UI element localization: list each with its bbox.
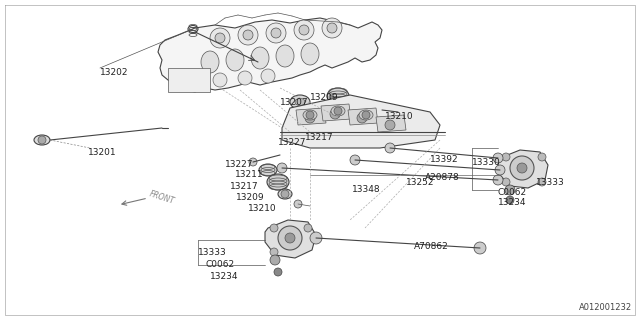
Ellipse shape <box>331 106 345 116</box>
Circle shape <box>281 190 289 198</box>
Text: 13333: 13333 <box>536 178 564 187</box>
Circle shape <box>510 156 534 180</box>
Text: A012001232: A012001232 <box>579 303 632 312</box>
Circle shape <box>304 224 312 232</box>
Polygon shape <box>348 108 378 125</box>
Polygon shape <box>376 115 406 132</box>
Ellipse shape <box>251 47 269 69</box>
Circle shape <box>385 143 395 153</box>
Text: 13227: 13227 <box>225 160 253 169</box>
Circle shape <box>350 155 360 165</box>
Text: 13210: 13210 <box>248 204 276 213</box>
Text: 13392: 13392 <box>430 155 459 164</box>
Ellipse shape <box>295 99 305 106</box>
Circle shape <box>334 107 342 115</box>
Circle shape <box>327 23 337 33</box>
Circle shape <box>493 153 503 163</box>
Circle shape <box>538 153 546 161</box>
Text: 13348: 13348 <box>352 185 381 194</box>
Circle shape <box>215 33 225 43</box>
Ellipse shape <box>278 189 292 199</box>
Text: 13209: 13209 <box>236 193 264 202</box>
Circle shape <box>274 268 282 276</box>
Text: 13330: 13330 <box>472 158 500 167</box>
Ellipse shape <box>359 110 373 120</box>
Circle shape <box>266 23 286 43</box>
Polygon shape <box>282 95 440 148</box>
Ellipse shape <box>267 174 289 190</box>
Circle shape <box>362 111 370 119</box>
Circle shape <box>502 153 510 161</box>
Circle shape <box>474 242 486 254</box>
Circle shape <box>377 105 387 115</box>
Ellipse shape <box>290 95 310 109</box>
Text: A70862: A70862 <box>414 242 449 251</box>
Text: 13209: 13209 <box>310 93 339 102</box>
Text: 13217: 13217 <box>230 182 259 191</box>
Circle shape <box>238 71 252 85</box>
Text: 13227: 13227 <box>278 138 307 147</box>
Circle shape <box>285 233 295 243</box>
Circle shape <box>493 175 503 185</box>
Circle shape <box>538 178 546 186</box>
Circle shape <box>38 136 46 144</box>
Polygon shape <box>296 108 326 125</box>
Polygon shape <box>265 220 316 258</box>
Text: 13333: 13333 <box>198 248 227 257</box>
Text: 13201: 13201 <box>88 148 116 157</box>
Circle shape <box>249 158 257 166</box>
Circle shape <box>357 113 367 123</box>
Circle shape <box>506 196 514 204</box>
Circle shape <box>310 232 322 244</box>
Circle shape <box>305 113 315 123</box>
Text: 13207: 13207 <box>280 98 308 107</box>
Polygon shape <box>498 150 548 188</box>
Circle shape <box>294 20 314 40</box>
Text: 13234: 13234 <box>498 198 527 207</box>
Ellipse shape <box>276 45 294 67</box>
Text: 13211: 13211 <box>235 170 264 179</box>
Text: 13202: 13202 <box>100 68 129 77</box>
Polygon shape <box>321 104 351 121</box>
Circle shape <box>278 226 302 250</box>
Ellipse shape <box>201 51 219 73</box>
Ellipse shape <box>303 110 317 120</box>
Circle shape <box>294 200 302 208</box>
Text: A20878: A20878 <box>425 173 460 182</box>
Circle shape <box>210 28 230 48</box>
Circle shape <box>322 18 342 38</box>
Ellipse shape <box>301 43 319 65</box>
Text: C0062: C0062 <box>205 260 234 269</box>
Circle shape <box>502 178 510 186</box>
Circle shape <box>270 255 280 265</box>
Circle shape <box>505 185 515 195</box>
Text: C0062: C0062 <box>498 188 527 197</box>
Text: 13234: 13234 <box>210 272 239 281</box>
Text: FRONT: FRONT <box>148 190 175 206</box>
Polygon shape <box>158 18 382 92</box>
Circle shape <box>277 163 287 173</box>
Circle shape <box>188 71 202 85</box>
Ellipse shape <box>327 88 349 104</box>
Ellipse shape <box>259 164 277 176</box>
Text: 13217: 13217 <box>305 133 333 142</box>
Circle shape <box>385 120 395 130</box>
Circle shape <box>517 163 527 173</box>
Text: 13210: 13210 <box>385 112 413 121</box>
Ellipse shape <box>226 49 244 71</box>
Polygon shape <box>168 68 210 92</box>
Circle shape <box>261 69 275 83</box>
Circle shape <box>330 109 340 119</box>
Circle shape <box>495 165 505 175</box>
Ellipse shape <box>34 135 50 145</box>
Circle shape <box>243 30 253 40</box>
Circle shape <box>238 25 258 45</box>
Circle shape <box>270 224 278 232</box>
Circle shape <box>306 111 314 119</box>
Circle shape <box>213 73 227 87</box>
Text: 13252: 13252 <box>406 178 435 187</box>
Circle shape <box>271 28 281 38</box>
Circle shape <box>299 25 309 35</box>
Circle shape <box>270 248 278 256</box>
